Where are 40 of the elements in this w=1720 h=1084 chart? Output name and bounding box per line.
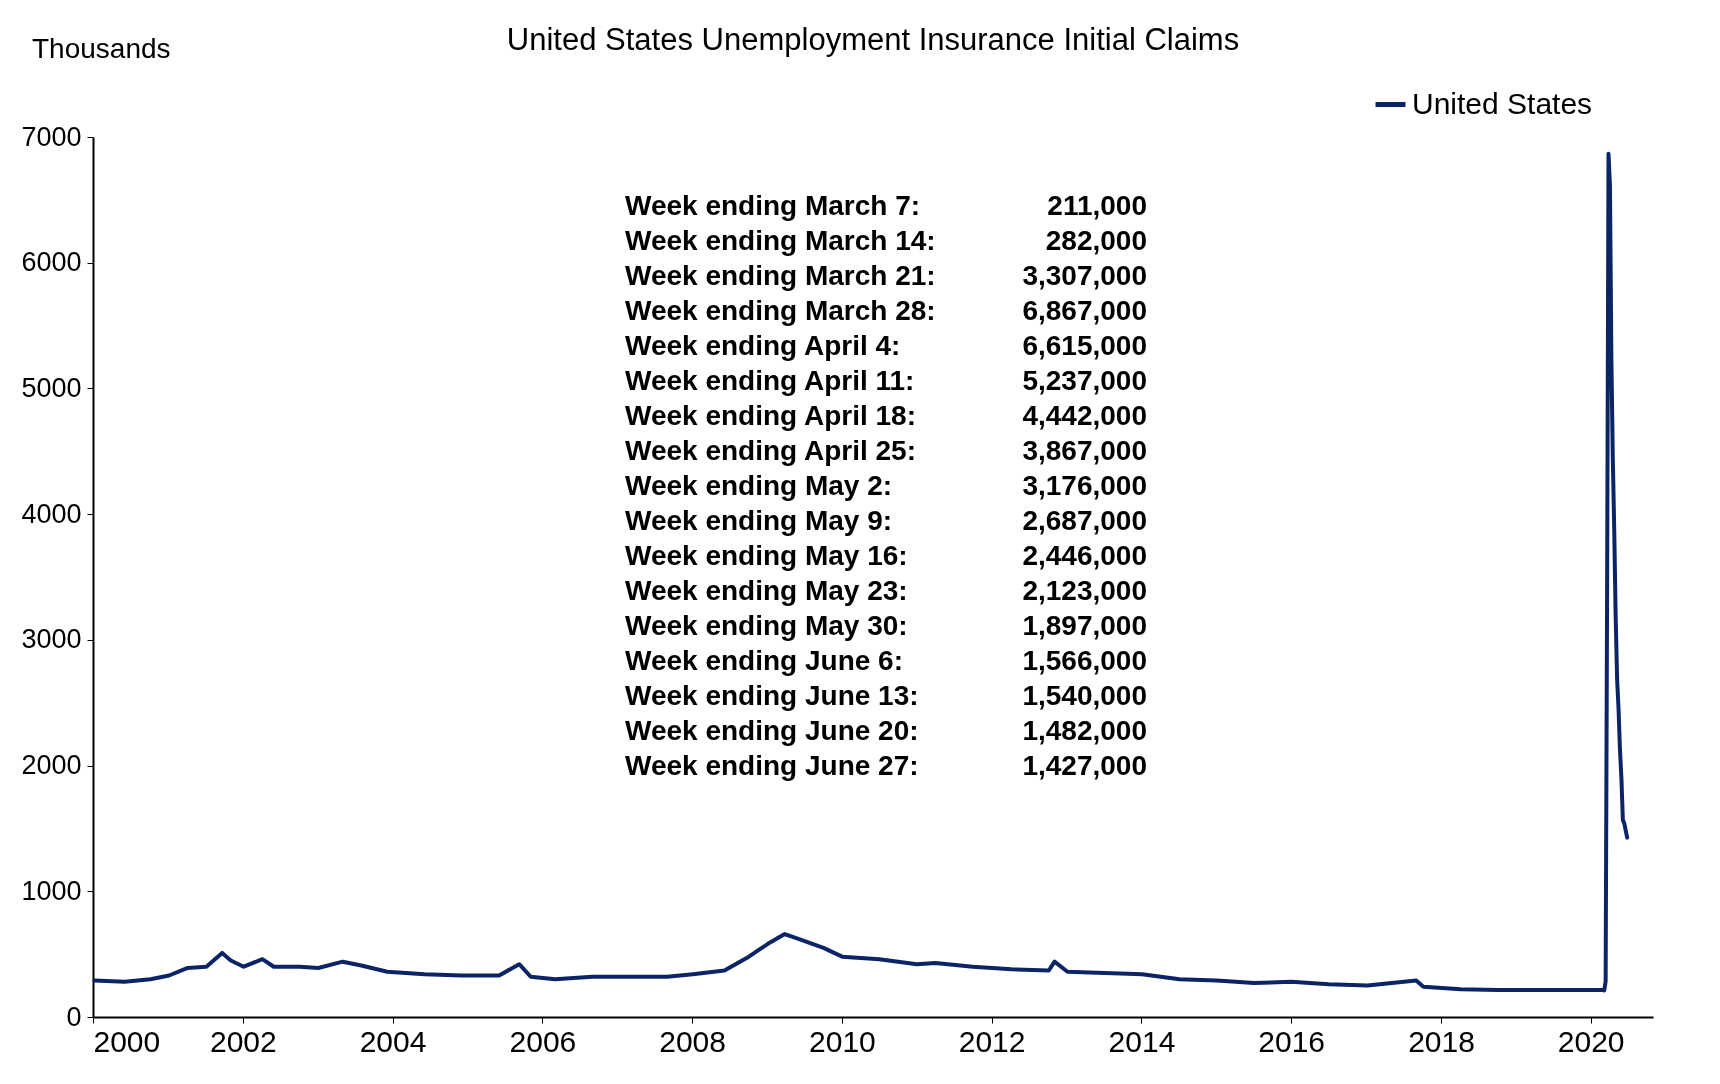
y-tick-label: 4000 <box>21 498 82 529</box>
y-tick-label: 2000 <box>21 750 82 781</box>
text: Week ending May 2: 3,176,000 <box>625 470 1147 501</box>
y-tick-label: 0 <box>66 1001 82 1032</box>
legend-label: United States <box>1412 86 1593 120</box>
y-tick-label: 5000 <box>21 372 82 403</box>
y-tick-label: 7000 <box>21 121 82 152</box>
text: Week ending March 21: 3,307,000 <box>625 260 1147 291</box>
text: Week ending March 7: 211,000 <box>625 190 1147 221</box>
chart-title: United States Unemployment Insurance Initial Claims <box>506 22 1240 57</box>
text: Week ending April 11: 5,237,000 <box>625 365 1147 396</box>
text: Week ending May 16: 2,446,000 <box>625 540 1147 571</box>
text: Week ending June 27: 1,427,000 <box>625 750 1147 781</box>
text: Week ending May 23: 2,123,000 <box>625 575 1147 606</box>
text: Week ending April 18: 4,442,000 <box>625 400 1147 431</box>
x-tick-label: 2004 <box>359 1024 427 1058</box>
text: Week ending June 20: 1,482,000 <box>625 715 1147 746</box>
x-tick-label: 2014 <box>1108 1024 1176 1058</box>
line-series <box>92 151 1630 993</box>
text: Week ending March 14: 282,000 <box>625 225 1147 256</box>
y-tick-label: 6000 <box>21 247 82 278</box>
x-tick-label: 2000 <box>93 1024 161 1058</box>
y-axis-title: Thousands <box>32 33 171 64</box>
x-tick-label: 2008 <box>659 1024 726 1058</box>
x-tick-label: 2016 <box>1258 1024 1326 1058</box>
x-tick-label: 2020 <box>1557 1024 1625 1058</box>
text: Week ending May 30: 1,897,000 <box>625 610 1147 641</box>
y-tick-label: 1000 <box>21 875 82 906</box>
x-tick-label: 2006 <box>509 1024 577 1058</box>
x-tick-label: 2010 <box>809 1024 876 1058</box>
x-tick-label: 2018 <box>1408 1024 1475 1058</box>
text: Week ending April 25: 3,867,000 <box>625 435 1147 466</box>
text: Week ending June 13: 1,540,000 <box>625 680 1147 711</box>
y-tick-label: 3000 <box>21 624 82 655</box>
text: Week ending April 4: 6,615,000 <box>625 330 1147 361</box>
x-tick-label: 2002 <box>209 1024 277 1058</box>
text: Week ending June 6: 1,566,000 <box>625 645 1147 676</box>
text: Week ending May 9: 2,687,000 <box>625 505 1147 536</box>
x-tick-label: 2012 <box>958 1024 1026 1058</box>
text: Week ending March 28: 6,867,000 <box>625 295 1147 326</box>
